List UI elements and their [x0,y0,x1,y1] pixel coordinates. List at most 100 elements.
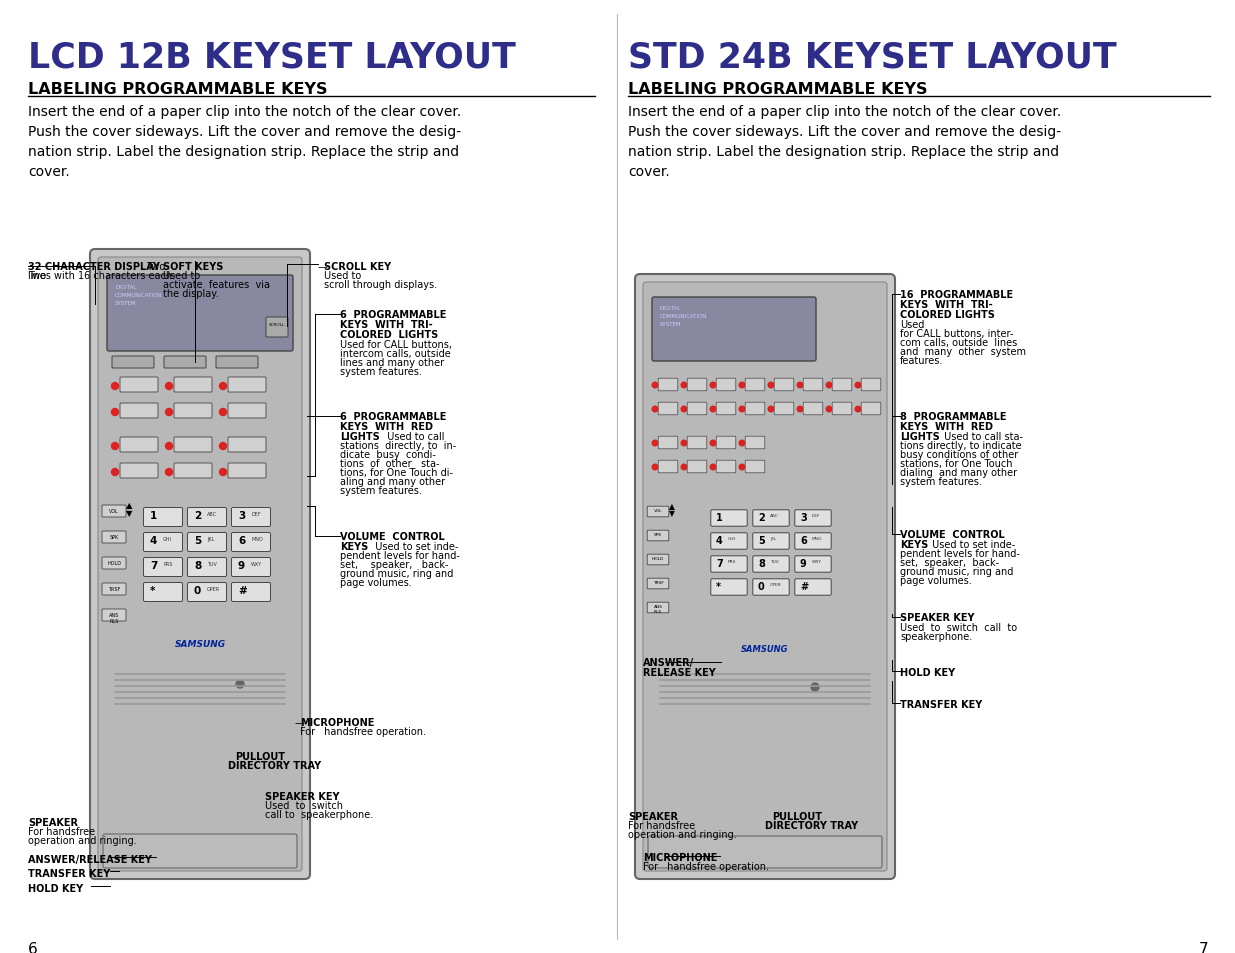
Text: ANSWER/RELEASE KEY: ANSWER/RELEASE KEY [28,854,152,864]
FancyBboxPatch shape [647,555,669,565]
FancyBboxPatch shape [832,403,852,416]
Text: 7: 7 [149,560,157,571]
Text: 4: 4 [716,536,722,545]
Text: ANS
RLS: ANS RLS [653,604,662,613]
FancyBboxPatch shape [745,403,764,416]
Text: 5: 5 [194,536,201,545]
Text: handsfree operation.: handsfree operation. [321,726,426,737]
Text: ABC: ABC [769,514,779,517]
Text: ABC: ABC [207,512,217,517]
FancyBboxPatch shape [795,557,831,573]
Circle shape [111,409,119,416]
Text: Used  to  switch: Used to switch [266,801,343,810]
FancyBboxPatch shape [266,317,288,337]
Text: 0: 0 [758,581,764,592]
FancyBboxPatch shape [120,437,158,453]
Text: 9: 9 [800,558,806,568]
Text: Used to: Used to [163,271,200,281]
FancyBboxPatch shape [753,557,789,573]
Text: HOLD KEY: HOLD KEY [28,883,83,893]
Text: SPK: SPK [110,535,119,539]
FancyBboxPatch shape [647,602,669,613]
FancyBboxPatch shape [231,558,270,577]
FancyBboxPatch shape [774,378,794,392]
Circle shape [855,407,861,413]
FancyBboxPatch shape [228,463,266,478]
FancyBboxPatch shape [711,579,747,596]
Text: JKL: JKL [769,537,777,540]
Text: DIRECTORY TRAY: DIRECTORY TRAY [764,821,858,830]
Circle shape [111,383,119,390]
Circle shape [768,407,774,413]
Text: Used to: Used to [324,271,362,281]
Circle shape [652,465,658,471]
Text: VOL: VOL [109,509,119,514]
Text: SPEAKER: SPEAKER [629,811,678,821]
Text: JKL: JKL [207,537,215,541]
Circle shape [826,383,832,389]
FancyBboxPatch shape [832,378,852,392]
Circle shape [165,409,173,416]
Text: Used to call sta-: Used to call sta- [941,432,1023,441]
Text: MNO: MNO [251,537,263,541]
Circle shape [710,440,716,446]
Text: SAMSUNG: SAMSUNG [174,639,226,648]
FancyBboxPatch shape [103,505,126,517]
Text: Used  to  switch  call  to: Used to switch call to [900,622,1018,633]
Text: 1: 1 [149,511,157,520]
Text: LCD 12B KEYSET LAYOUT: LCD 12B KEYSET LAYOUT [28,40,516,74]
Text: DEF: DEF [811,514,820,517]
FancyBboxPatch shape [188,558,226,577]
Text: scroll through displays.: scroll through displays. [324,280,437,290]
Text: 3: 3 [800,513,806,522]
Text: HOLD: HOLD [652,557,664,560]
FancyBboxPatch shape [643,283,887,871]
Text: Insert the end of a paper clip into the notch of the clear cover.
Push the cover: Insert the end of a paper clip into the … [28,105,461,179]
Text: STD 24B KEYSET LAYOUT: STD 24B KEYSET LAYOUT [629,40,1116,74]
FancyBboxPatch shape [803,378,823,392]
FancyBboxPatch shape [216,356,258,369]
FancyBboxPatch shape [795,579,831,596]
FancyBboxPatch shape [647,531,669,541]
Text: features.: features. [900,355,944,366]
Text: PRS: PRS [163,561,173,566]
FancyBboxPatch shape [687,460,706,474]
FancyBboxPatch shape [795,534,831,550]
Text: dialing  and many other: dialing and many other [900,468,1018,477]
FancyBboxPatch shape [112,356,154,369]
Circle shape [798,383,803,389]
FancyBboxPatch shape [861,378,881,392]
FancyBboxPatch shape [164,356,206,369]
Text: #: # [238,585,247,596]
Text: 1: 1 [716,513,722,522]
FancyBboxPatch shape [711,534,747,550]
Text: page volumes.: page volumes. [900,576,972,585]
FancyBboxPatch shape [188,583,226,602]
Text: Used to set inde-: Used to set inde- [929,539,1015,550]
Text: system features.: system features. [900,476,982,486]
Text: SOFT KEYS: SOFT KEYS [163,262,224,272]
Text: busy conditions of other: busy conditions of other [900,450,1018,459]
Circle shape [682,407,687,413]
Text: 4: 4 [149,536,157,545]
Text: set,  speaker,  back-: set, speaker, back- [900,558,999,567]
Text: intercom calls, outside: intercom calls, outside [340,349,451,358]
Text: VOL: VOL [653,509,662,513]
Text: set,    speaker,   back-: set, speaker, back- [340,559,448,569]
Circle shape [652,383,658,389]
Text: ▲: ▲ [126,500,132,510]
Circle shape [220,443,226,450]
Text: page volumes.: page volumes. [340,578,411,587]
Text: com calls, outside  lines: com calls, outside lines [900,337,1018,348]
Text: KEYS  WITH  RED: KEYS WITH RED [340,421,433,432]
FancyBboxPatch shape [774,403,794,416]
Text: stations  directly, to  in-: stations directly, to in- [340,440,456,451]
FancyBboxPatch shape [174,403,212,418]
Text: 5: 5 [758,536,764,545]
FancyBboxPatch shape [716,378,736,392]
Text: PULLOUT: PULLOUT [772,811,823,821]
Text: KEYS: KEYS [900,539,929,550]
Text: call to  speakerphone.: call to speakerphone. [266,809,373,820]
Circle shape [652,440,658,446]
Circle shape [740,383,745,389]
